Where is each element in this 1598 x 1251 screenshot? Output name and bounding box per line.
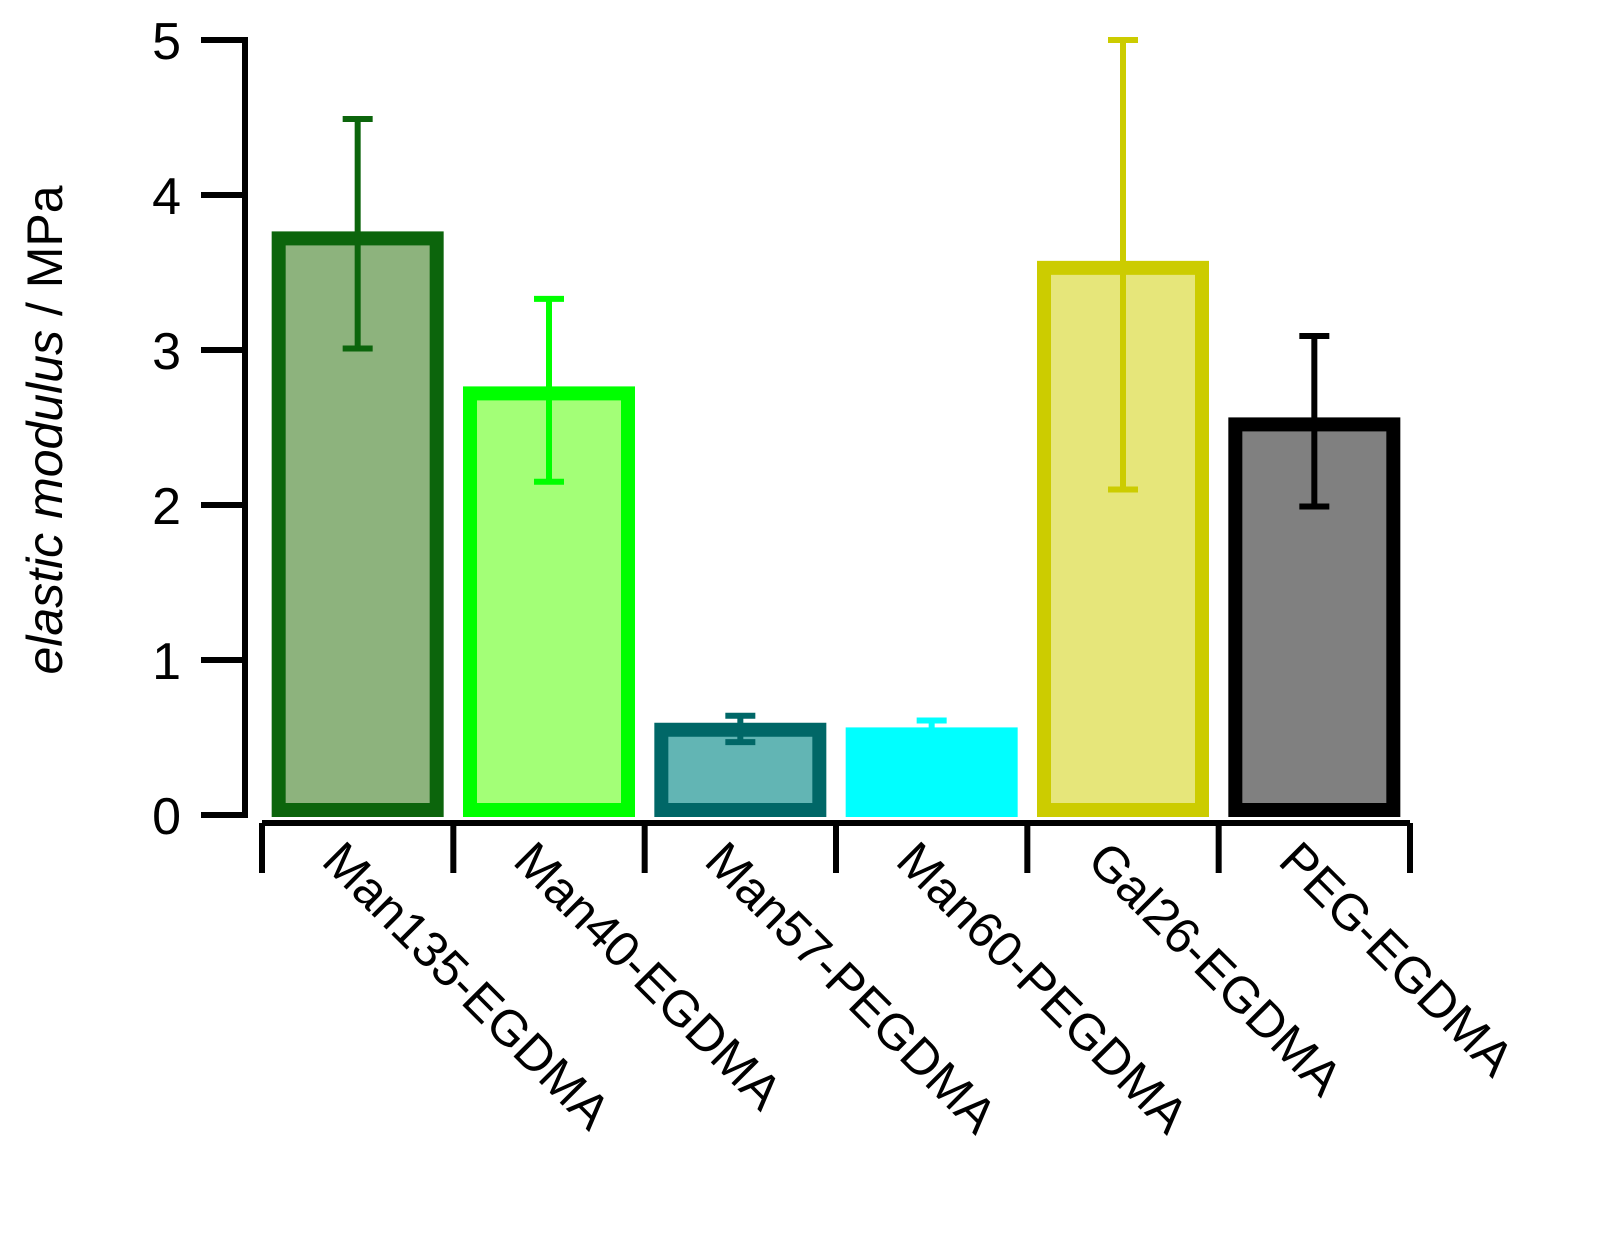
y-axis-title-main: elastic modulus <box>17 330 73 675</box>
axes-layer <box>201 37 1413 873</box>
y-tick-label-0: 0 <box>152 788 181 846</box>
y-tick-label-1: 1 <box>152 633 181 691</box>
bar-gal26-egdma <box>1037 260 1209 818</box>
y-axis-title-unit: / MPa <box>17 185 73 330</box>
error-bars-layer <box>342 37 1330 746</box>
y-tick-label-4: 4 <box>152 168 181 226</box>
y-axis-title-text: elastic modulus / MPa <box>17 185 73 674</box>
y-axis-title: elastic modulus / MPa <box>17 185 73 674</box>
y-tick-label-2: 2 <box>152 478 181 536</box>
y-tick-label-3: 3 <box>152 323 181 381</box>
bars-layer <box>271 231 1401 818</box>
bar-man60-pegdma <box>845 727 1018 818</box>
y-tick-label-5: 5 <box>152 13 181 71</box>
